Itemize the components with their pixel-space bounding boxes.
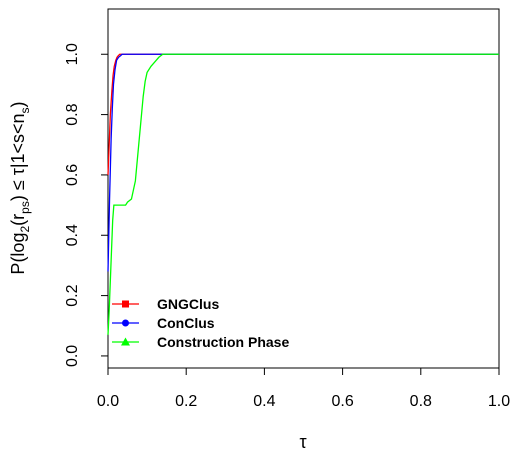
x-tick-label: 1.0 [488,393,510,410]
x-axis-title: τ [299,432,306,452]
y-tick-label: 0.4 [64,224,81,246]
x-axis: 0.0 0.2 0.4 0.6 0.8 1.0 [97,368,510,410]
series-layer [107,53,499,335]
y-tick-label: 0.2 [64,284,81,306]
legend: GNGClus ConClus Construction Phase [112,296,289,350]
x-tick-label: 0.6 [331,393,353,410]
x-tick-label: 0.4 [253,393,275,410]
y-axis: 0.0 0.2 0.4 0.6 0.8 1.0 [64,43,108,367]
x-tick-label: 0.2 [175,393,197,410]
y-tick-label: 0.6 [64,164,81,186]
legend-label: ConClus [157,315,215,331]
x-tick-label: 0.0 [97,393,119,410]
y-tick-label: 0.8 [64,103,81,125]
legend-label: Construction Phase [157,334,289,350]
plot-frame [107,8,500,369]
legend-label: GNGClus [157,296,219,312]
y-axis-title: P(log2(rps) ≤ τ|1<s<ns) [8,101,32,274]
x-tick-label: 0.8 [410,393,432,410]
legend-square-marker [122,300,129,308]
y-tick-label: 1.0 [64,43,81,65]
legend-circle-marker [122,319,129,327]
legend-triangle-marker [121,337,130,346]
series-line-2 [107,53,499,335]
y-tick-label: 0.0 [64,345,81,367]
series-line-0 [107,53,499,175]
series-line-1 [107,53,499,272]
